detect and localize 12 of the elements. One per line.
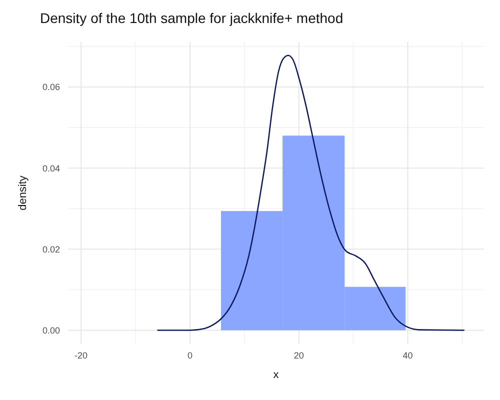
x-axis-title: x (273, 369, 280, 381)
y-tick-label: 0.04 (42, 163, 60, 174)
y-axis-title: density (16, 175, 29, 210)
y-tick-label: 0.00 (42, 325, 60, 336)
x-tick-label: 20 (294, 350, 304, 360)
x-tick-label: 0 (187, 350, 192, 360)
x-tick-label: -20 (74, 350, 88, 360)
chart-title: Density of the 10th sample for jackknife+ method (40, 10, 344, 26)
y-tick-label: 0.06 (42, 82, 60, 92)
line-series (156, 54, 466, 331)
y-tick-label: 0.02 (42, 244, 60, 254)
x-tick-label: 40 (402, 350, 413, 360)
